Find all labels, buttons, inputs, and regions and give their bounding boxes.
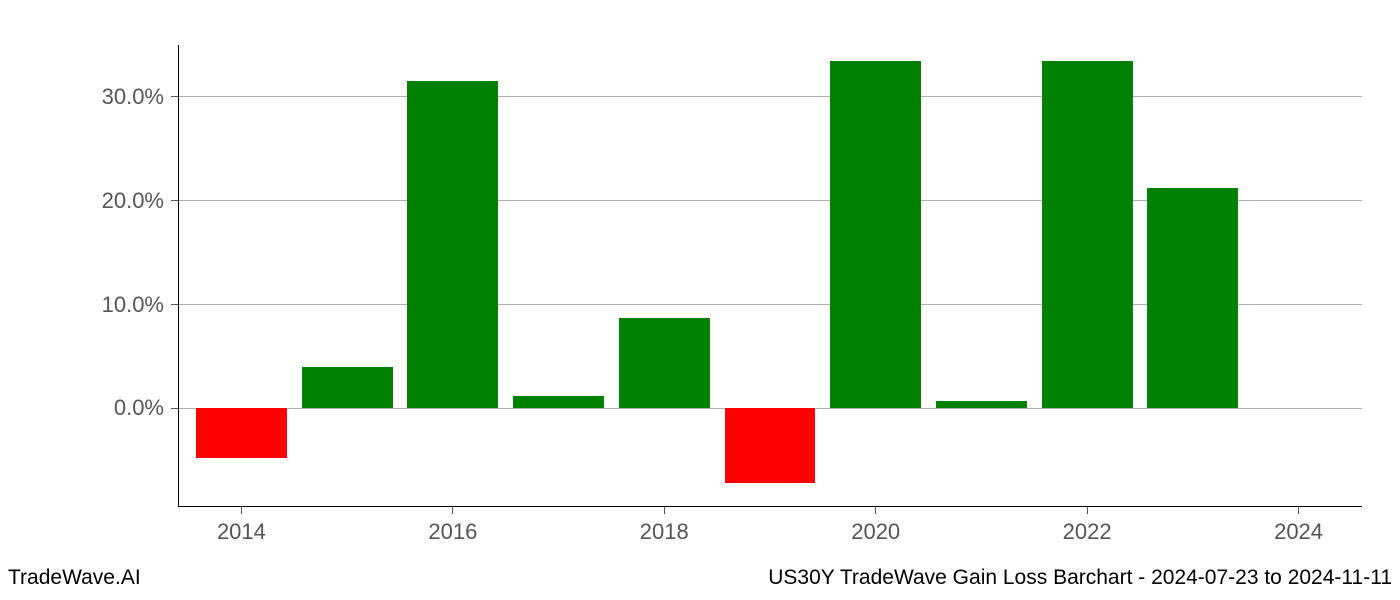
y-axis-spine <box>178 45 179 507</box>
x-tick-label: 2014 <box>217 519 266 545</box>
x-tick-mark <box>241 507 242 514</box>
x-tick-mark <box>1298 507 1299 514</box>
bar <box>619 318 710 408</box>
bar <box>1147 188 1238 408</box>
x-tick-mark <box>664 507 665 514</box>
footer-caption: US30Y TradeWave Gain Loss Barchart - 202… <box>768 566 1392 590</box>
x-tick-label: 2024 <box>1274 519 1323 545</box>
x-tick-mark <box>452 507 453 514</box>
y-tick-mark <box>171 408 178 409</box>
y-tick-label: 10.0% <box>74 292 164 318</box>
bar <box>196 408 287 458</box>
y-tick-label: 20.0% <box>74 188 164 214</box>
y-tick-label: 0.0% <box>74 395 164 421</box>
gridline <box>178 96 1362 97</box>
y-tick-mark <box>171 304 178 305</box>
bar <box>407 81 498 408</box>
bar <box>725 408 816 483</box>
figure: 2014 2016 2018 2020 2022 2024 0.0% 10.0% 20.0% 30… <box>0 0 1400 600</box>
y-tick-label: 30.0% <box>74 84 164 110</box>
x-tick-label: 2018 <box>640 519 689 545</box>
chart-axes: 2014201620182020202220240.0%10.0%20.0%30… <box>178 45 1362 507</box>
x-tick-label: 2016 <box>428 519 477 545</box>
y-tick-mark <box>171 96 178 97</box>
footer-brand: TradeWave.AI <box>8 566 141 590</box>
x-axis-spine <box>178 506 1362 507</box>
bar <box>936 401 1027 408</box>
x-tick-mark <box>1087 507 1088 514</box>
bar <box>513 396 604 408</box>
y-tick-mark <box>171 200 178 201</box>
bar <box>302 367 393 409</box>
x-tick-mark <box>875 507 876 514</box>
bar <box>1042 61 1133 409</box>
x-tick-label: 2022 <box>1063 519 1112 545</box>
x-tick-label: 2020 <box>851 519 900 545</box>
bar <box>830 61 921 409</box>
